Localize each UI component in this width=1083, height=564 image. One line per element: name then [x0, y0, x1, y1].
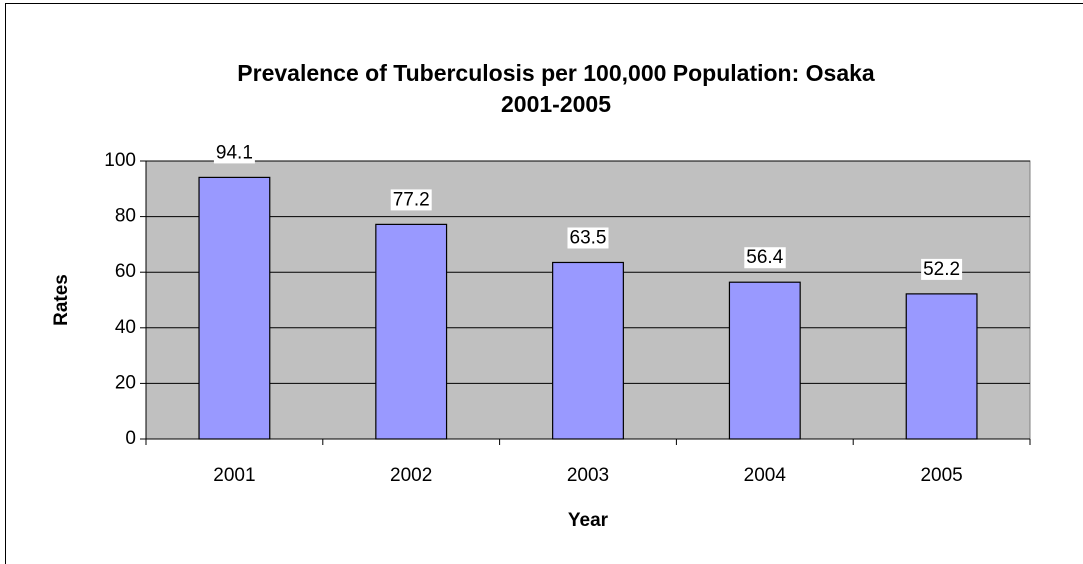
bar — [198, 176, 271, 440]
data-label-background — [744, 247, 786, 269]
x-tick-label: 2005 — [920, 465, 962, 486]
data-label-background — [213, 142, 255, 164]
data-label: 77.2 — [393, 189, 430, 210]
x-tick-label: 2003 — [567, 465, 609, 486]
y-tick-label: 20 — [115, 372, 136, 393]
x-axis-title: Year — [568, 510, 609, 531]
data-label-background — [390, 189, 432, 211]
bar — [728, 281, 801, 440]
x-tick-label: 2002 — [390, 465, 432, 486]
chart-title: Prevalence of Tuberculosis per 100,000 P… — [237, 60, 875, 86]
y-tick-label: 0 — [125, 428, 136, 449]
x-tick-label: 2004 — [744, 465, 787, 486]
bar — [552, 261, 624, 440]
data-label: 52.2 — [923, 259, 960, 280]
chart-title: 2001-2005 — [501, 91, 611, 117]
bar — [905, 293, 978, 440]
y-tick-label: 40 — [115, 317, 136, 338]
data-label: 63.5 — [570, 227, 607, 248]
data-label-background — [567, 227, 609, 249]
y-tick-label: 100 — [104, 150, 136, 171]
bar — [375, 223, 448, 440]
data-label: 56.4 — [746, 247, 783, 268]
data-label-background — [921, 258, 963, 280]
y-axis-title: Rates — [51, 274, 72, 326]
data-label: 94.1 — [216, 142, 253, 163]
y-tick-label: 80 — [115, 206, 136, 227]
x-tick-label: 2001 — [213, 465, 255, 486]
y-tick-label: 60 — [115, 261, 136, 282]
